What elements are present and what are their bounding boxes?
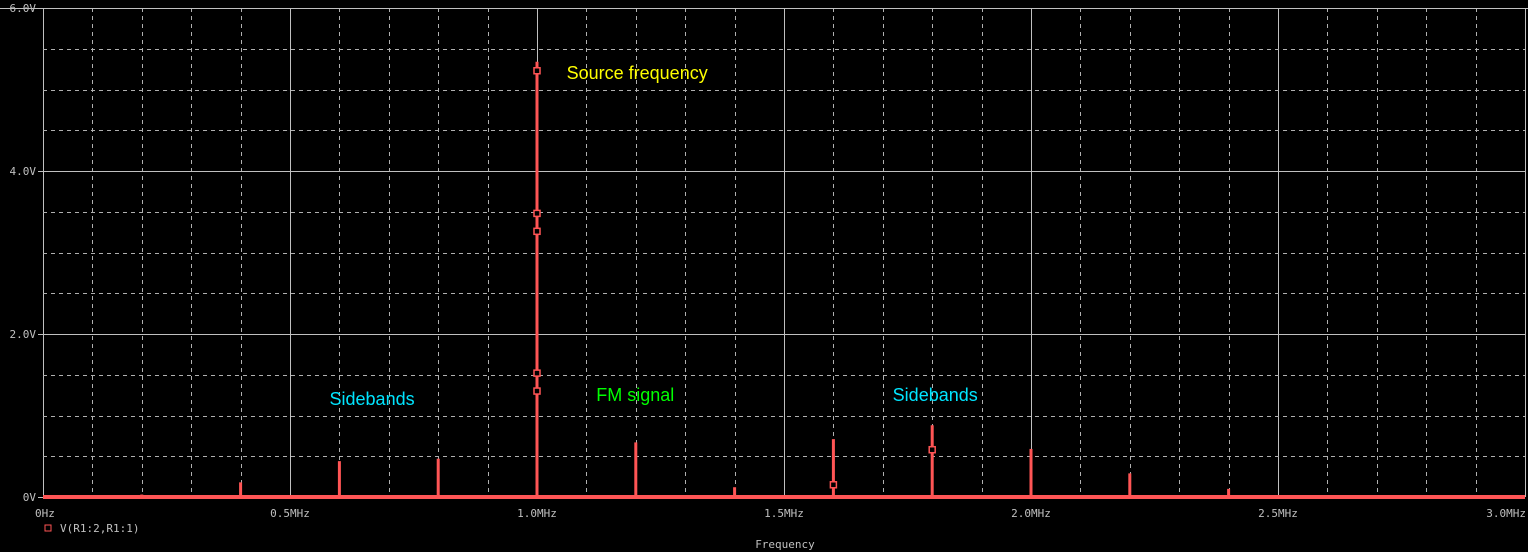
y-tick-label: 2.0V — [10, 328, 37, 341]
x-axis-label: Frequency — [755, 538, 815, 551]
x-tick-label: 1.5MHz — [764, 507, 804, 520]
annotation-label: Sidebands — [330, 389, 415, 409]
x-tick-label: 2.5MHz — [1258, 507, 1298, 520]
tick-labels: 0Hz 0.5MHz 1.0MHz 1.5MHz 2.0MHz 2.5MHz 3.0MHz 0… — [10, 2, 1527, 520]
annotation-label: Sidebands — [893, 385, 978, 405]
x-tick-label: 0Hz — [35, 507, 55, 520]
annotations: Source frequency Sidebands FM signal Sideba… — [330, 63, 978, 409]
x-tick-label: 3.0MHz — [1486, 507, 1526, 520]
annotation-label: FM signal — [596, 385, 674, 405]
y-tick-label: 4.0V — [10, 165, 37, 178]
trace-marker — [533, 227, 541, 236]
legend-entry: V(R1:2,R1:1) — [60, 522, 139, 535]
legend-marker — [44, 524, 52, 532]
trace-marker — [533, 67, 541, 75]
data-marks — [43, 61, 1525, 499]
x-tick-label: 1.0MHz — [517, 507, 557, 520]
y-tick-label: 6.0V — [10, 2, 37, 15]
trace-marker — [533, 209, 541, 218]
annotation-label: Source frequency — [567, 63, 708, 83]
y-tick-label: 0V — [23, 491, 37, 504]
trace-marker — [533, 387, 541, 395]
x-tick-label: 0.5MHz — [270, 507, 310, 520]
trace-marker — [928, 445, 936, 454]
grid — [0, 8, 1528, 498]
x-tick-label: 2.0MHz — [1011, 507, 1051, 520]
trace-marker — [829, 481, 838, 489]
trace-marker — [533, 369, 541, 377]
